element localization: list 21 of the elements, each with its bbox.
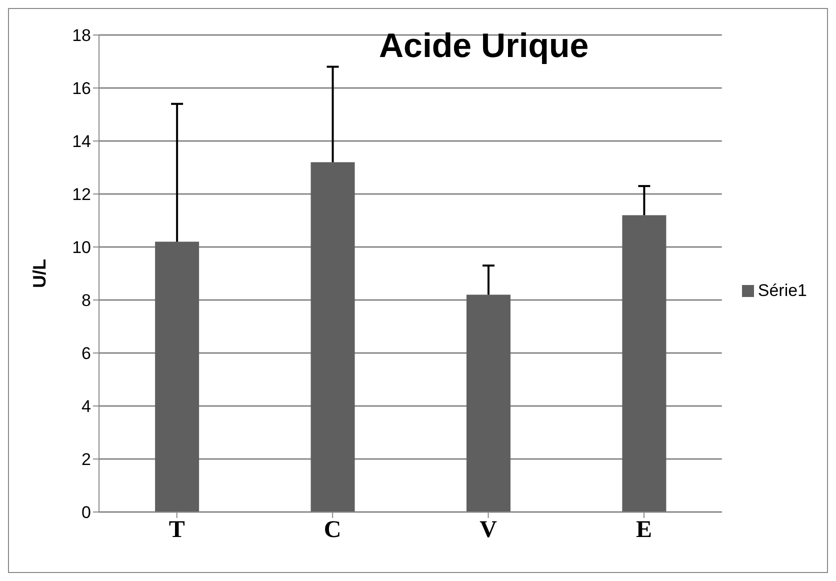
y-axis-title: U/L xyxy=(29,259,50,288)
y-tick-label: 4 xyxy=(82,397,91,416)
x-tick-label: T xyxy=(168,517,185,544)
y-tick-label: 18 xyxy=(72,26,91,46)
x-tick-label: C xyxy=(324,517,342,544)
bar xyxy=(466,294,510,512)
y-tick-label: 6 xyxy=(82,344,91,364)
legend-label: Série1 xyxy=(758,280,807,300)
bar xyxy=(155,242,200,512)
y-tick-label: 14 xyxy=(72,132,91,152)
y-tick-label: 16 xyxy=(72,79,91,98)
y-tick-label: 12 xyxy=(72,185,91,204)
chart-title: Acide Urique xyxy=(379,27,589,66)
x-tick-label: V xyxy=(480,517,498,544)
y-tick-label: 10 xyxy=(72,238,91,258)
y-tick-label: 8 xyxy=(82,291,91,310)
bar xyxy=(622,215,666,512)
y-tick-label: 0 xyxy=(82,503,91,522)
y-tick-label: 2 xyxy=(82,450,91,470)
x-tick-label: E xyxy=(636,517,652,544)
bar xyxy=(310,162,355,512)
